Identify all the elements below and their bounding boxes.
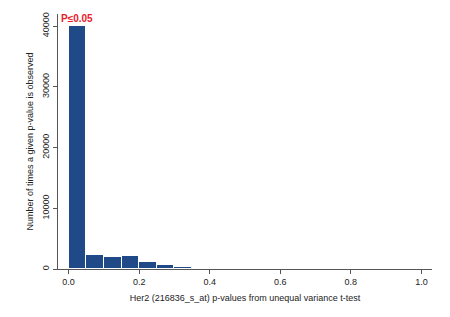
svg-text:P≤0.05: P≤0.05 xyxy=(61,13,93,24)
svg-text:0: 0 xyxy=(41,265,51,270)
svg-text:0.2: 0.2 xyxy=(133,277,146,287)
svg-text:0.8: 0.8 xyxy=(345,277,358,287)
svg-text:40000: 40000 xyxy=(41,12,51,37)
svg-text:20000: 20000 xyxy=(41,134,51,159)
svg-text:10000: 10000 xyxy=(41,194,51,219)
svg-text:30000: 30000 xyxy=(41,73,51,98)
svg-text:0.0: 0.0 xyxy=(62,277,75,287)
svg-text:0.6: 0.6 xyxy=(274,277,287,287)
svg-text:Number of times a given p-valu: Number of times a given p-value is obser… xyxy=(25,52,35,230)
svg-text:0.4: 0.4 xyxy=(203,277,216,287)
svg-text:1.0: 1.0 xyxy=(415,277,428,287)
svg-text:Her2 (216836_s_at) p-values fr: Her2 (216836_s_at) p-values from unequal… xyxy=(130,293,361,303)
